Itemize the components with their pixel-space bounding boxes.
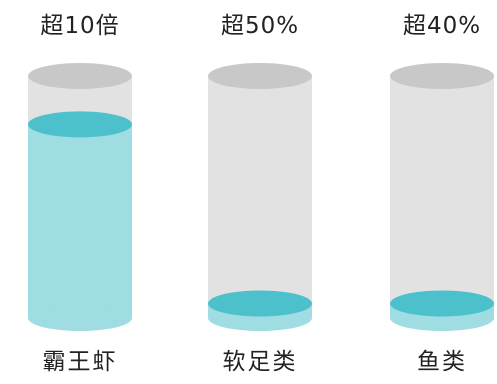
liquid-body bbox=[28, 124, 132, 319]
liquid-top bbox=[28, 111, 132, 138]
cylinder-top-label: 超40% bbox=[402, 13, 482, 39]
glass-top bbox=[208, 63, 312, 89]
cylinder-column-3: 超40% 鱼类 bbox=[382, 0, 497, 384]
cylinder-bottom-label: 软足类 bbox=[222, 349, 298, 375]
cylinder-bottom-label: 鱼类 bbox=[417, 349, 467, 375]
cylinder-graphic bbox=[208, 63, 312, 331]
cylinder-bottom-label: 霸王虾 bbox=[42, 349, 118, 375]
glass-top bbox=[390, 63, 494, 89]
cylinder-column-2: 超50% 软足类 bbox=[200, 0, 320, 384]
cylinder-graphic bbox=[28, 63, 132, 331]
cylinder-column-1: 超10倍 霸王虾 bbox=[20, 0, 140, 384]
cylinder-top-label: 超10倍 bbox=[40, 13, 120, 39]
liquid-bottom bbox=[28, 305, 132, 331]
liquid-top bbox=[390, 290, 494, 317]
glass-top bbox=[28, 63, 132, 89]
liquid-top bbox=[208, 290, 312, 317]
glass-body bbox=[208, 76, 312, 318]
cylinder-graphic bbox=[390, 63, 494, 331]
glass-body bbox=[390, 76, 494, 318]
cylinder-top-label: 超50% bbox=[220, 13, 300, 39]
